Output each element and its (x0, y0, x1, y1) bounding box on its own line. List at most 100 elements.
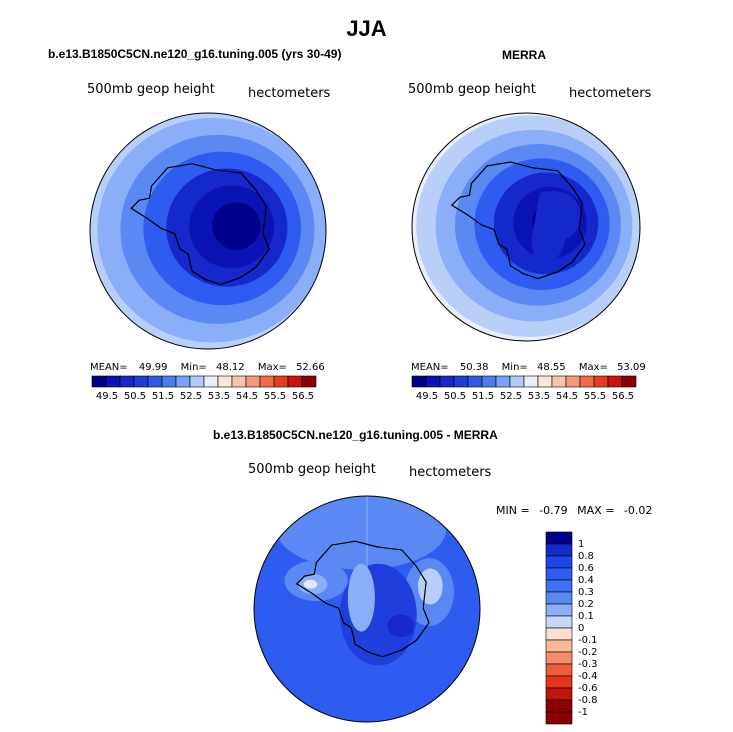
panel2-colorbar-tick-label: 50.5 (444, 391, 466, 402)
panel2-field (412, 113, 640, 341)
panel3-colorbar-cell (545, 579, 573, 593)
panel2-max-value: 53.09 (617, 362, 646, 373)
panel1-colorbar-tick-label: 53.5 (208, 391, 230, 402)
panel2-mean-label: MEAN= (411, 362, 449, 373)
panel1-colorbar-cell (231, 375, 247, 388)
panel3-north-band (276, 496, 447, 570)
panel2-colorbar-cell (411, 375, 427, 388)
panel3-max-value: -0.02 (623, 504, 653, 517)
panel3-colorbar-cell (545, 639, 573, 653)
panel3-west-max (303, 579, 318, 589)
panel3-colorbar-tick-label: 0 (578, 623, 584, 634)
panel1-colorbar-cell (147, 375, 163, 388)
panel2-colorbar-cell (467, 375, 483, 388)
panel3-colorbar-tick-label: -0.4 (578, 671, 598, 682)
panel2-colorbar-cell (593, 375, 609, 388)
panel1-map (89, 112, 327, 350)
panel1-colorbar-cell (175, 375, 191, 388)
panel2-colorbar-tick-label: 52.5 (500, 391, 522, 402)
panel3-colorbar-cell (545, 711, 573, 725)
panel1-colorbar-cell (217, 375, 233, 388)
panel1-colorbar-tick-label: 56.5 (292, 391, 314, 402)
panel2-mean-value: 50.38 (459, 362, 489, 373)
panel3-colorbar-cell (545, 627, 573, 641)
panel1-colorbar-tick-label: 51.5 (152, 391, 174, 402)
panel2-colorbar-cell (453, 375, 469, 388)
panel1-colorbar-cell (245, 375, 261, 388)
panel3-colorbar-tick-label: -0.3 (578, 659, 598, 670)
panel3-colorbar-cell (545, 675, 573, 689)
panel2-colorbar-cell (565, 375, 581, 388)
panel3-colorbar-cell (545, 699, 573, 713)
panel1-mean-value: 49.99 (138, 362, 168, 373)
panel2-map (411, 112, 641, 342)
panel1-map-border (89, 112, 327, 350)
panel3-title: b.e13.B1850C5CN.ne120_g16.tuning.005 - M… (213, 428, 498, 442)
panel3-center-min (387, 614, 415, 638)
panel1-max-label: Max= (257, 362, 287, 373)
panel3-colorbar-cell (545, 687, 573, 701)
panel1-colorbar-tick-label: 50.5 (124, 391, 146, 402)
panel3-max-label: MAX = (577, 504, 615, 517)
panel3-colorbar-cell (545, 531, 573, 545)
panel3-min-value: -0.79 (539, 504, 568, 517)
panel1-colorbar-tick-label: 49.5 (96, 391, 118, 402)
panel3-colorbar-tick-label: 0.4 (578, 575, 594, 586)
panel2-colorbar-cell (425, 375, 441, 388)
panel2-min-label: Min= (501, 362, 528, 373)
panel2-colorbar-cell (607, 375, 623, 388)
panel3-colorbar-cell (545, 663, 573, 677)
panel2-colorbar-cell (523, 375, 539, 388)
panel1-title: b.e13.B1850C5CN.ne120_g16.tuning.005 (yr… (48, 47, 342, 61)
panel2-min-value: 48.55 (536, 362, 566, 373)
panel2-colorbar-cell (621, 375, 637, 388)
panel1-colorbar-cell (301, 375, 317, 388)
panel3-colorbar-tick-label: 0.8 (578, 551, 594, 562)
panel2-map-border (411, 112, 641, 342)
panel2-title: MERRA (502, 48, 546, 62)
panel3-colorbar-cell (545, 651, 573, 665)
panel1-colorbar-tick-label: 55.5 (264, 391, 286, 402)
panel3-colorbar-tick-label: 0.6 (578, 563, 594, 574)
panel2-colorbar-cell (537, 375, 553, 388)
panel3-left-label: 500mb geop height (248, 462, 376, 477)
panel2-colorbar-tick-label: 56.5 (612, 391, 634, 402)
panel2-colorbar: 49.5 50.5 51.5 52.5 53.5 54.5 55.5 56.5 (411, 375, 637, 402)
panel1-colorbar-cell (161, 375, 177, 388)
panel3-colorbar-tick-label: -0.1 (578, 635, 598, 646)
panel2-colorbar-cell (579, 375, 595, 388)
panel1-colorbar-cell (105, 375, 121, 388)
panel3-colorbar-cell (545, 567, 573, 581)
panel1-colorbar-tick-label: 54.5 (236, 391, 258, 402)
panel2-stats: MEAN= 50.38 Min= 48.55 Max= 53.09 (411, 362, 646, 373)
panel3-colorbar-tick-label: 0.3 (578, 587, 594, 598)
panel2-left-label: 500mb geop height (408, 82, 536, 97)
panel1-colorbar-cell (203, 375, 219, 388)
panel3-colorbar-tick-label: -0.8 (578, 695, 598, 706)
panel1-stats: MEAN= 49.99 Min= 48.12 Max= 52.66 (90, 362, 325, 373)
panel1-right-label: hectometers (248, 86, 331, 101)
panel3-map-border (253, 495, 481, 723)
panel1-coastline (130, 163, 270, 286)
panel2-colorbar-cell (439, 375, 455, 388)
panel3-colorbar-cell (545, 615, 573, 629)
panel1-field (90, 113, 326, 349)
panel3-stats: MIN = -0.79 MAX = -0.02 (496, 504, 652, 517)
panel3-colorbar-tick-label: 0.1 (578, 611, 594, 622)
panel1-colorbar-cell (119, 375, 135, 388)
panel2-colorbar-tick-label: 55.5 (584, 391, 606, 402)
panel3-colorbar-tick-label: 1 (578, 539, 584, 550)
panel1-min-label: Min= (180, 362, 207, 373)
panel3-right-label: hectometers (409, 465, 492, 480)
panel1-colorbar-cell (273, 375, 289, 388)
panel2-coastline (450, 161, 586, 280)
panel1-left-label: 500mb geop height (87, 82, 215, 97)
panel1-colorbar-cell (91, 375, 107, 388)
panel3-field (254, 496, 480, 722)
panel1-contour-band (212, 202, 261, 250)
panel2-colorbar-cell (481, 375, 497, 388)
panel2-colorbar-tick-label: 51.5 (472, 391, 494, 402)
panel3-min-label: MIN = (496, 504, 530, 517)
panel2-colorbar-tick-label: 54.5 (556, 391, 578, 402)
panel1-colorbar-cell (287, 375, 303, 388)
